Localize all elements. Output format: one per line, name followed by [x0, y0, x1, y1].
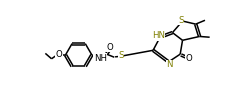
- Text: S: S: [119, 51, 124, 60]
- Text: NH: NH: [94, 54, 107, 62]
- Text: O: O: [185, 54, 192, 63]
- Text: O: O: [106, 43, 113, 52]
- Text: S: S: [178, 16, 184, 25]
- Text: O: O: [56, 50, 63, 59]
- Text: N: N: [166, 60, 172, 69]
- Text: HN: HN: [152, 31, 165, 40]
